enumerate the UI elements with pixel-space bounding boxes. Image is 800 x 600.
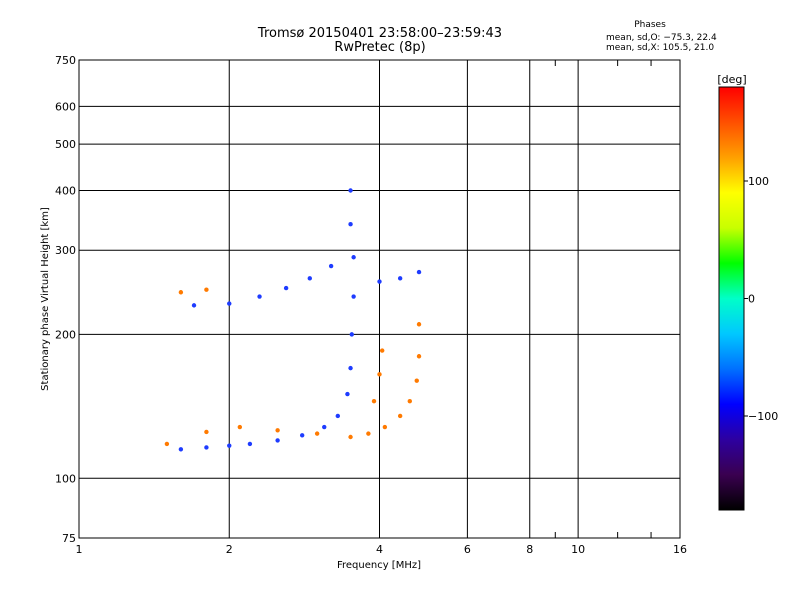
- data-point: [227, 301, 232, 306]
- y-tick-label: 400: [55, 184, 76, 197]
- y-tick-label: 750: [55, 54, 76, 67]
- phases-x-stats: mean, sd,X: 105.5, 21.0: [606, 43, 715, 53]
- data-point: [348, 365, 353, 371]
- data-point: [322, 424, 327, 430]
- data-point: [366, 431, 371, 436]
- data-point: [227, 443, 232, 448]
- data-point: [191, 303, 197, 308]
- data-point: [348, 434, 353, 440]
- data-point: [371, 398, 377, 404]
- data-point: [382, 424, 388, 430]
- data-point: [397, 413, 403, 419]
- y-tick-label: 75: [62, 532, 76, 545]
- data-point: [237, 424, 243, 430]
- x-tick-label: 4: [376, 543, 383, 556]
- phases-title: Phases: [634, 20, 666, 30]
- colorbar-ticks: 100 0 −100: [744, 175, 778, 423]
- data-point: [307, 276, 312, 281]
- y-tick-label: 200: [55, 328, 76, 341]
- chart-title: Tromsø 20150401 23:58:00–23:59:43: [257, 26, 503, 41]
- data-point: [349, 332, 354, 337]
- x-axis-label: Frequency [MHz]: [337, 560, 421, 571]
- plot-grid: [79, 60, 680, 538]
- data-point: [377, 279, 382, 284]
- x-axis-ticks: 1 2 4 6 8 10 16: [76, 543, 688, 556]
- data-point: [328, 263, 334, 269]
- y-axis-ticks: 75 100 200 300 400 500 600 750: [55, 54, 76, 545]
- data-point: [283, 285, 289, 291]
- data-point: [377, 372, 382, 377]
- data-point: [407, 398, 412, 404]
- data-point: [314, 431, 320, 436]
- data-point: [275, 428, 280, 433]
- x-tick-label: 16: [673, 543, 687, 556]
- x-tick-label: 8: [526, 543, 533, 556]
- colorbar-tick-label: −100: [748, 410, 778, 423]
- data-point: [397, 276, 403, 281]
- data-point: [204, 445, 209, 450]
- data-point: [416, 322, 422, 327]
- data-point: [351, 294, 356, 299]
- x-tick-label: 1: [76, 543, 83, 556]
- data-point: [275, 438, 280, 443]
- data-point: [247, 441, 253, 447]
- data-point: [204, 287, 209, 292]
- y-tick-label: 600: [55, 100, 76, 113]
- data-point: [416, 354, 422, 359]
- colorbar-tick-label: 100: [748, 175, 769, 188]
- data-point: [204, 429, 209, 435]
- data-point: [414, 378, 419, 383]
- data-point: [178, 447, 184, 452]
- y-tick-label: 500: [55, 138, 76, 151]
- data-points: [164, 188, 422, 452]
- data-point: [178, 290, 184, 295]
- y-tick-label: 300: [55, 244, 76, 257]
- x-tick-label: 2: [226, 543, 233, 556]
- data-point: [164, 441, 170, 447]
- data-point: [416, 269, 422, 275]
- data-point: [345, 391, 350, 397]
- data-point: [299, 433, 305, 438]
- colorbar-gradient: [718, 86, 745, 511]
- chart-subtitle: RwPretec (8p): [334, 40, 426, 55]
- data-point: [351, 255, 356, 260]
- x-tick-label: 6: [464, 543, 471, 556]
- y-axis-label: Stationary phase Virtual Height [km]: [40, 207, 51, 391]
- phases-o-stats: mean, sd,O: −75.3, 22.4: [606, 33, 717, 43]
- data-point: [257, 294, 262, 299]
- plot-frame: [78, 59, 681, 539]
- phase-colorbar: [deg] 100 0 −100: [717, 73, 778, 511]
- data-point: [379, 348, 385, 353]
- data-point: [348, 222, 353, 227]
- y-tick-label: 100: [55, 472, 76, 485]
- colorbar-label: [deg]: [717, 73, 746, 86]
- x-tick-label: 10: [571, 543, 585, 556]
- data-point: [348, 188, 353, 193]
- colorbar-tick-label: 0: [748, 293, 755, 306]
- data-point: [335, 413, 341, 419]
